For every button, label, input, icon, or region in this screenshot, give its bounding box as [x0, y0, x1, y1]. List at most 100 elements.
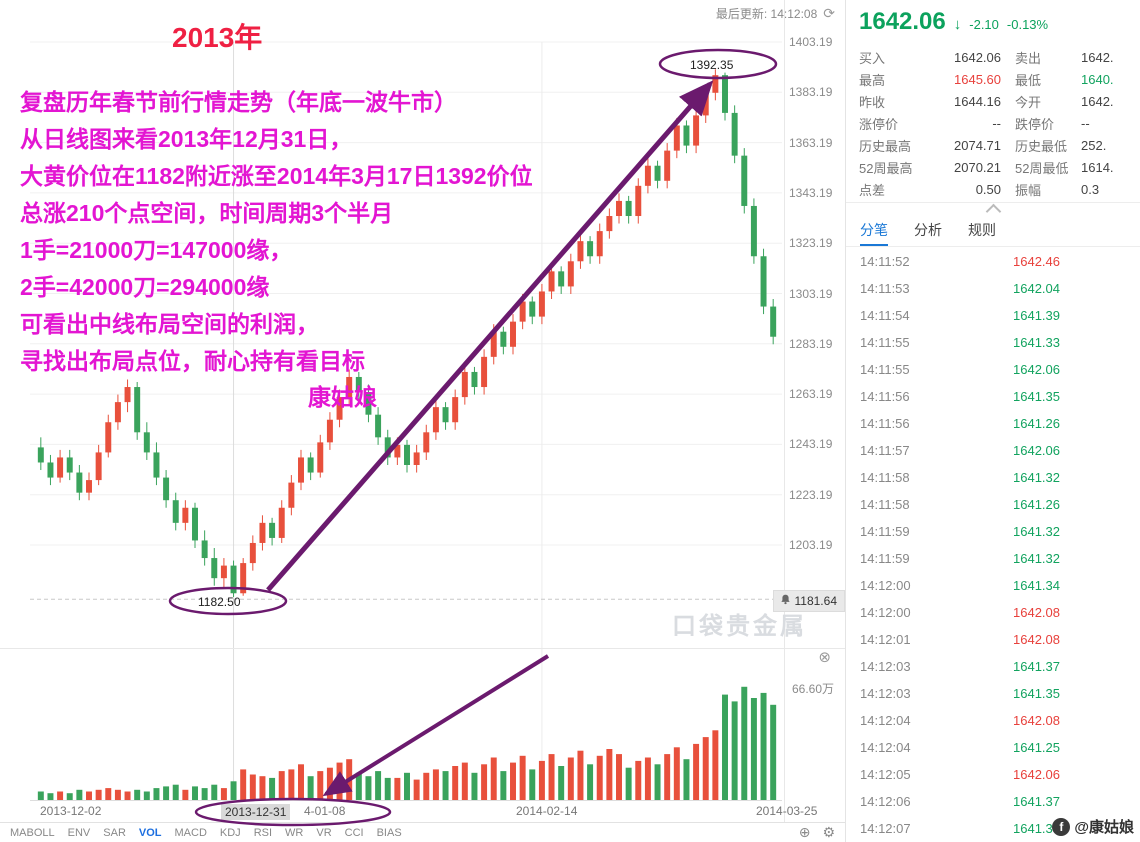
- stat-value: 1642.: [1081, 49, 1114, 65]
- tick-price: 1641.37: [1013, 659, 1060, 674]
- stat-value: 1640.: [1081, 71, 1114, 87]
- indicator-vol[interactable]: VOL: [138, 826, 162, 839]
- add-indicator-icon[interactable]: ⊕: [798, 824, 811, 840]
- y-axis-label: 1403.19: [789, 35, 833, 49]
- quote-side-panel: 1642.06 ↓ -2.10 -0.13% 买入 1642.06 卖出 1642. 最…: [845, 0, 1140, 842]
- tick-time: 14:11:55: [860, 362, 910, 377]
- x-axis-label-selected: 2013-12-31: [221, 804, 291, 820]
- annotation-title: 2013年: [172, 22, 263, 53]
- tick-time: 14:11:52: [860, 254, 910, 269]
- last-update: 最后更新: 14:12:08 ⟳: [716, 5, 835, 22]
- date-axis: 2013-12-02 2013-12-31 4-01-08 2014-02-14 201…: [0, 804, 845, 821]
- tick-time: 14:12:00: [860, 605, 911, 620]
- tick-price: 1641.35: [1013, 389, 1060, 404]
- annotation-line: 2手=42000刀=294000缘: [20, 274, 270, 300]
- x-axis-label: 2013-12-02: [40, 804, 102, 818]
- tick-list[interactable]: 14:11:52 1642.46 14:11:53 1642.04 14:11:54 16…: [846, 248, 1140, 842]
- y-axis-label: 1323.19: [789, 236, 833, 251]
- indicator-bias[interactable]: BIAS: [376, 826, 402, 839]
- tick-row: 14:11:58 1641.32: [846, 464, 1140, 491]
- annotation-text-block: 复盘历年春节前行情走势（年底一波牛市） 从日线图来看2013年12月31日， 大黄价…: [20, 84, 533, 380]
- indicator-bar: MABOLL ENV SAR VOL MACD KDJ RSI WR VR CCI BIAS ⊕ ⚙: [0, 822, 845, 842]
- volume-close-icon[interactable]: ⊗: [818, 649, 831, 666]
- tick-price: 1641.33: [1013, 335, 1060, 350]
- stat-value: --: [992, 115, 1001, 131]
- stat-value: 2070.21: [954, 159, 1001, 175]
- quote-price: 1642.06: [859, 8, 946, 35]
- y-axis-label: 1283.19: [789, 336, 833, 351]
- tick-row: 14:11:59 1641.32: [846, 545, 1140, 572]
- stat-value: --: [1081, 115, 1090, 131]
- x-axis-label: 2014-03-25: [756, 804, 818, 818]
- refresh-icon[interactable]: ⟳: [823, 5, 835, 21]
- tick-time: 14:11:56: [860, 389, 910, 404]
- stat-value: 1642.06: [954, 49, 1001, 65]
- stat-label: 昨收: [859, 94, 886, 110]
- tick-row: 14:12:05 1642.06: [846, 761, 1140, 788]
- tick-time: 14:12:01: [860, 632, 911, 647]
- stat-value: 1644.16: [954, 93, 1001, 109]
- stat-value: 2074.71: [954, 137, 1001, 153]
- tick-time: 14:11:57: [860, 443, 910, 458]
- last-update-label: 最后更新: 14:12:08: [715, 7, 818, 21]
- tick-time: 14:12:04: [860, 740, 911, 755]
- annotation-line: 1手=21000刀=147000缘，: [20, 237, 293, 263]
- tick-time: 14:12:07: [860, 821, 911, 836]
- tick-time: 14:12:00: [860, 578, 911, 593]
- indicator-kdj[interactable]: KDJ: [219, 826, 241, 839]
- indicator-settings-icon[interactable]: ⚙: [822, 824, 835, 840]
- quote-change: -2.10: [969, 17, 999, 32]
- x-axis-label: 2014-02-14: [516, 804, 578, 818]
- indicator-wr[interactable]: WR: [285, 826, 304, 839]
- current-price-value: 1181.64: [794, 594, 838, 608]
- tick-row: 14:11:56 1641.26: [846, 410, 1140, 437]
- stat-value: 0.3: [1081, 181, 1100, 197]
- indicator-vr[interactable]: VR: [316, 826, 332, 839]
- tick-price: 1642.46: [1013, 254, 1060, 269]
- tick-price: 1642.04: [1013, 281, 1060, 296]
- alert-bell-icon: [780, 593, 791, 609]
- indicator-sar[interactable]: SAR: [103, 826, 126, 839]
- indicator-cci[interactable]: CCI: [344, 826, 364, 839]
- collapse-panel-icon[interactable]: [985, 203, 1002, 220]
- tick-price: 1642.08: [1013, 632, 1060, 647]
- indicator-rsi[interactable]: RSI: [253, 826, 273, 839]
- indicator-macd[interactable]: MACD: [174, 826, 207, 839]
- tick-price: 1642.06: [1013, 362, 1060, 377]
- tick-price: 1641.32: [1013, 551, 1060, 566]
- annotation-line: 复盘历年春节前行情走势（年底一波牛市）: [20, 89, 457, 115]
- author-name: @康姑娘: [1074, 819, 1134, 836]
- y-axis-label: 1303.19: [789, 286, 833, 301]
- y-axis-label: 1203.19: [789, 538, 833, 552]
- stat-label: 最低: [1015, 72, 1042, 88]
- stat-label: 买入: [859, 50, 886, 66]
- y-axis-label: 1363.19: [789, 135, 833, 150]
- tick-row: 14:11:58 1641.26: [846, 491, 1140, 518]
- tick-row: 14:11:55 1641.33: [846, 329, 1140, 356]
- tab-分笔[interactable]: 分笔: [860, 220, 888, 246]
- tick-price: 1642.08: [1013, 713, 1060, 728]
- tick-time: 14:11:53: [860, 281, 910, 296]
- stat-value: 1614.: [1081, 159, 1114, 175]
- tick-price: 1641.26: [1013, 497, 1060, 512]
- indicator-maboll[interactable]: MABOLL: [10, 826, 55, 839]
- y-axis-label: 1383.19: [789, 85, 833, 100]
- tick-row: 14:11:57 1642.06: [846, 437, 1140, 464]
- y-axis-label: 1223.19: [789, 487, 833, 502]
- tab-规则[interactable]: 规则: [968, 222, 996, 238]
- stat-label: 最高: [859, 72, 886, 88]
- tab-分析[interactable]: 分析: [914, 222, 942, 238]
- current-price-badge[interactable]: 1181.64: [772, 590, 845, 612]
- stat-label: 振幅: [1015, 182, 1042, 198]
- tick-price: 1641.26: [1013, 416, 1060, 431]
- stat-value: 1645.60: [954, 71, 1001, 87]
- quote-change-pct: -0.13%: [1006, 17, 1049, 32]
- tick-row: 14:11:52 1642.46: [846, 248, 1140, 275]
- tick-row: 14:12:00 1641.34: [846, 572, 1140, 599]
- indicator-env[interactable]: ENV: [67, 826, 91, 839]
- tick-time: 14:12:03: [860, 686, 911, 701]
- stat-value: 0.50: [975, 181, 1001, 197]
- annotation-line: 大黄价位在1182附近涨至2014年3月17日1392价位: [20, 163, 533, 189]
- tick-time: 14:11:59: [860, 551, 910, 566]
- tick-price: 1641.39: [1013, 308, 1060, 323]
